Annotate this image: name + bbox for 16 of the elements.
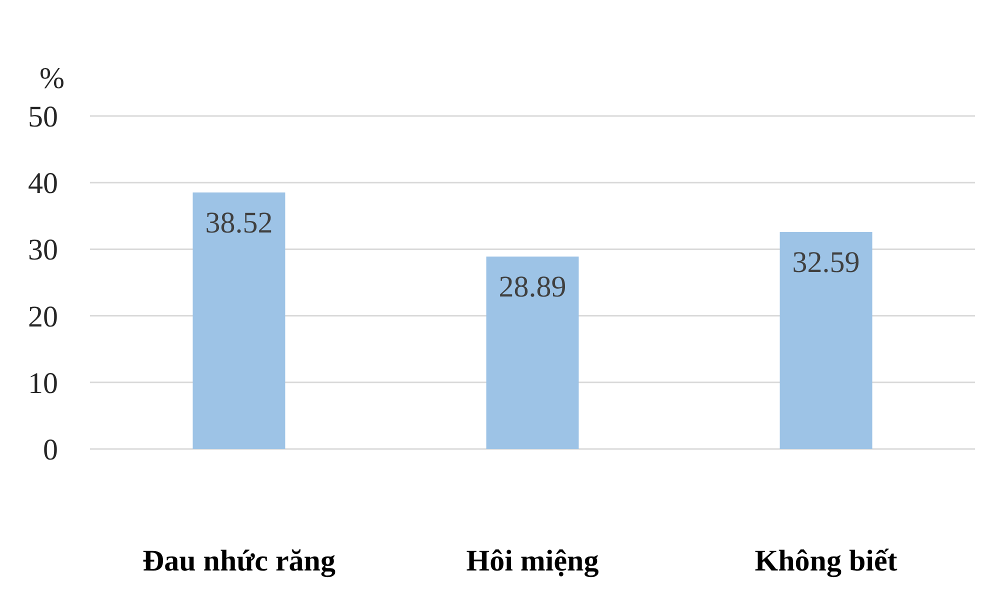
y-tick-label: 10 <box>28 366 58 400</box>
y-tick-label: 20 <box>28 300 58 334</box>
y-tick-label: 50 <box>28 100 58 134</box>
data-label: 28.89 <box>498 270 566 304</box>
y-tick-label: 30 <box>28 234 58 267</box>
data-label: 38.52 <box>205 206 273 240</box>
x-tick-label: Hôi miệng <box>466 544 599 578</box>
y-axis-title: % <box>40 62 64 95</box>
y-tick-label: 40 <box>28 167 58 200</box>
bar <box>486 256 579 449</box>
bar <box>192 192 286 449</box>
y-tick-label: 0 <box>43 434 58 466</box>
x-tick-label: Đau nhức răng <box>142 544 336 578</box>
data-label: 32.59 <box>792 246 860 279</box>
x-tick-label: Không biết <box>754 544 898 578</box>
bar <box>780 232 872 449</box>
